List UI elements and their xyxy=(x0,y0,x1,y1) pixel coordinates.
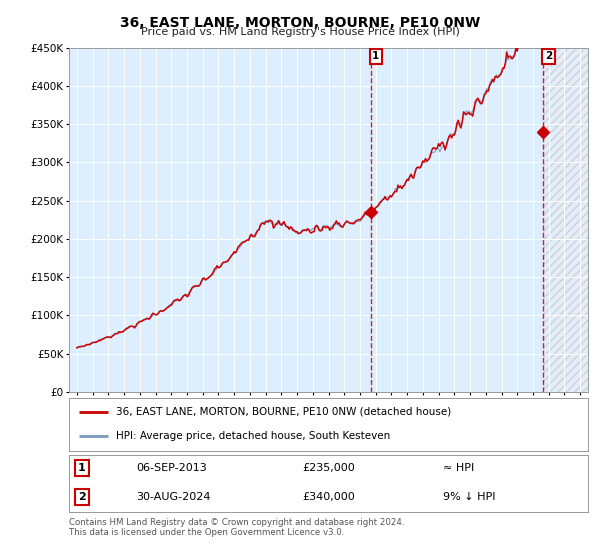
Text: 06-SEP-2013: 06-SEP-2013 xyxy=(136,463,207,473)
Text: 2: 2 xyxy=(545,52,552,62)
Text: 30-AUG-2024: 30-AUG-2024 xyxy=(136,492,211,502)
Text: HPI: Average price, detached house, South Kesteven: HPI: Average price, detached house, Sout… xyxy=(116,431,390,441)
Text: 9% ↓ HPI: 9% ↓ HPI xyxy=(443,492,495,502)
Bar xyxy=(544,48,588,392)
Text: ≈ HPI: ≈ HPI xyxy=(443,463,474,473)
Text: 1: 1 xyxy=(78,463,86,473)
Text: 2: 2 xyxy=(78,492,86,502)
Bar xyxy=(544,48,588,392)
Text: £235,000: £235,000 xyxy=(302,463,355,473)
Text: 36, EAST LANE, MORTON, BOURNE, PE10 0NW: 36, EAST LANE, MORTON, BOURNE, PE10 0NW xyxy=(120,16,480,30)
Text: Contains HM Land Registry data © Crown copyright and database right 2024.
This d: Contains HM Land Registry data © Crown c… xyxy=(69,518,404,538)
Text: £340,000: £340,000 xyxy=(302,492,355,502)
Text: 36, EAST LANE, MORTON, BOURNE, PE10 0NW (detached house): 36, EAST LANE, MORTON, BOURNE, PE10 0NW … xyxy=(116,407,451,417)
Text: 1: 1 xyxy=(372,52,379,62)
Text: Price paid vs. HM Land Registry's House Price Index (HPI): Price paid vs. HM Land Registry's House … xyxy=(140,27,460,37)
